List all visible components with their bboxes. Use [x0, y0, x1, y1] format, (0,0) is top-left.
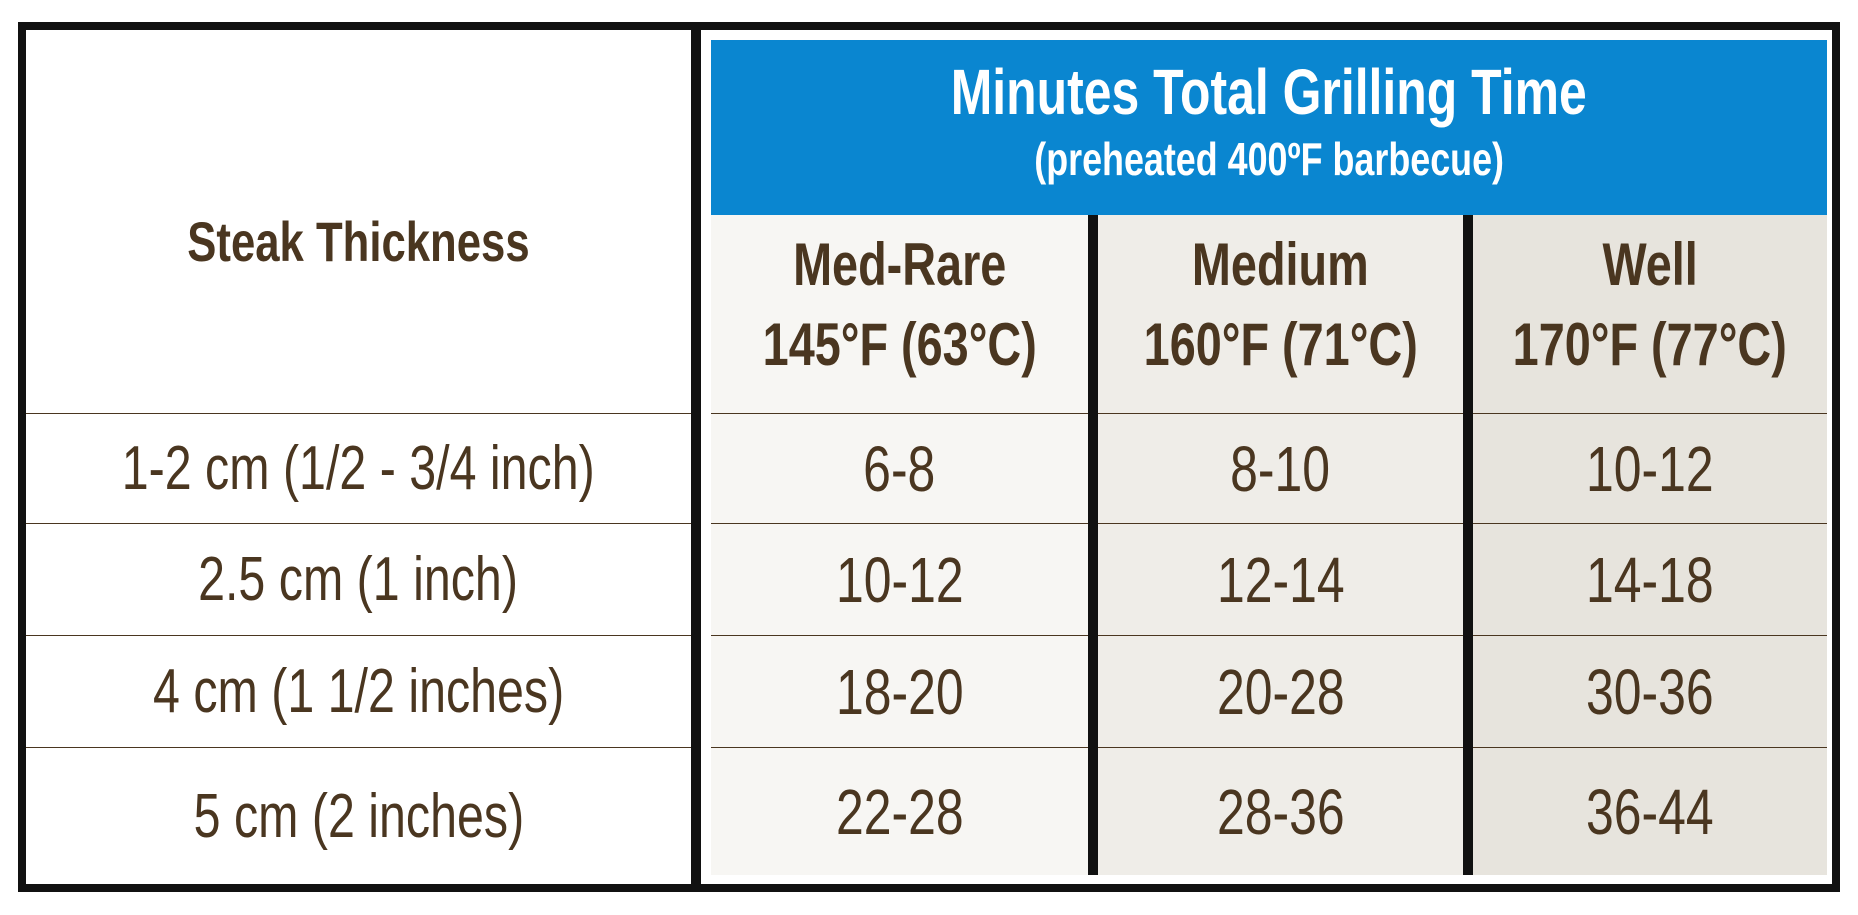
- banner-subtitle: (preheated 400ºF barbecue): [711, 136, 1827, 182]
- time-value: 22-28: [835, 775, 964, 848]
- grilling-times-area: Minutes Total Grilling Time (preheated 4…: [701, 30, 1832, 884]
- doneness-column-med-rare: Med-Rare 145°F (63°C) 6-8 10-12 18-20 22…: [711, 215, 1088, 875]
- column-divider: [1088, 215, 1098, 875]
- time-value: 28-36: [1216, 775, 1345, 848]
- table-cell: 18-20: [711, 635, 1088, 747]
- time-value: 8-10: [1230, 432, 1331, 505]
- doneness-name: Medium: [1192, 231, 1369, 298]
- column-header: Well 170°F (77°C): [1473, 215, 1827, 413]
- table-row-label: 4 cm (1 1/2 inches): [26, 635, 691, 747]
- doneness-column-medium: Medium 160°F (71°C) 8-10 12-14 20-28 28-…: [1098, 215, 1463, 875]
- thickness-label: 5 cm (2 inches): [193, 781, 524, 851]
- time-value: 6-8: [863, 432, 936, 505]
- doneness-temp: 145°F (63°C): [762, 311, 1037, 378]
- table-cell: 10-12: [711, 523, 1088, 635]
- table-cell: 30-36: [1473, 635, 1827, 747]
- time-value: 12-14: [1216, 543, 1345, 616]
- doneness-temp: 160°F (71°C): [1143, 311, 1418, 378]
- row-header-cell: Steak Thickness: [26, 30, 691, 413]
- banner-subtitle-text: (preheated 400ºF barbecue): [1034, 133, 1504, 185]
- doneness-name: Med-Rare: [792, 231, 1007, 298]
- table-cell: 6-8: [711, 413, 1088, 523]
- time-value: 20-28: [1216, 655, 1345, 728]
- table-cell: 20-28: [1098, 635, 1463, 747]
- column-divider: [1463, 215, 1473, 875]
- column-divider: [691, 30, 701, 884]
- time-value: 18-20: [835, 655, 964, 728]
- time-value: 14-18: [1586, 543, 1714, 616]
- table-cell: 8-10: [1098, 413, 1463, 523]
- doneness-name: Well: [1602, 231, 1698, 298]
- doneness-column-well: Well 170°F (77°C) 10-12 14-18 30-36 36-4…: [1473, 215, 1827, 875]
- column-header: Med-Rare 145°F (63°C): [711, 215, 1088, 413]
- table-row-label: 1-2 cm (1/2 - 3/4 inch): [26, 413, 691, 523]
- table-cell: 10-12: [1473, 413, 1827, 523]
- grilling-time-table: Steak Thickness 1-2 cm (1/2 - 3/4 inch) …: [18, 22, 1840, 892]
- column-header: Medium 160°F (71°C): [1098, 215, 1463, 413]
- doneness-temp: 170°F (77°C): [1512, 311, 1788, 378]
- table-row-label: 5 cm (2 inches): [26, 747, 691, 884]
- banner-title-text: Minutes Total Grilling Time: [950, 56, 1588, 128]
- thickness-label: 4 cm (1 1/2 inches): [152, 657, 565, 726]
- thickness-column: Steak Thickness 1-2 cm (1/2 - 3/4 inch) …: [26, 30, 691, 884]
- table-cell: 12-14: [1098, 523, 1463, 635]
- row-header-label: Steak Thickness: [187, 210, 530, 273]
- time-value: 36-44: [1586, 775, 1714, 848]
- table-cell: 36-44: [1473, 747, 1827, 875]
- time-value: 10-12: [1586, 432, 1714, 505]
- thickness-label: 2.5 cm (1 inch): [198, 545, 519, 614]
- banner-title: Minutes Total Grilling Time: [711, 60, 1827, 124]
- table-row-label: 2.5 cm (1 inch): [26, 523, 691, 635]
- table-cell: 14-18: [1473, 523, 1827, 635]
- time-value: 10-12: [835, 543, 964, 616]
- table-cell: 28-36: [1098, 747, 1463, 875]
- time-value: 30-36: [1586, 655, 1714, 728]
- table-cell: 22-28: [711, 747, 1088, 875]
- grilling-time-banner: Minutes Total Grilling Time (preheated 4…: [711, 40, 1827, 215]
- thickness-label: 1-2 cm (1/2 - 3/4 inch): [121, 434, 596, 503]
